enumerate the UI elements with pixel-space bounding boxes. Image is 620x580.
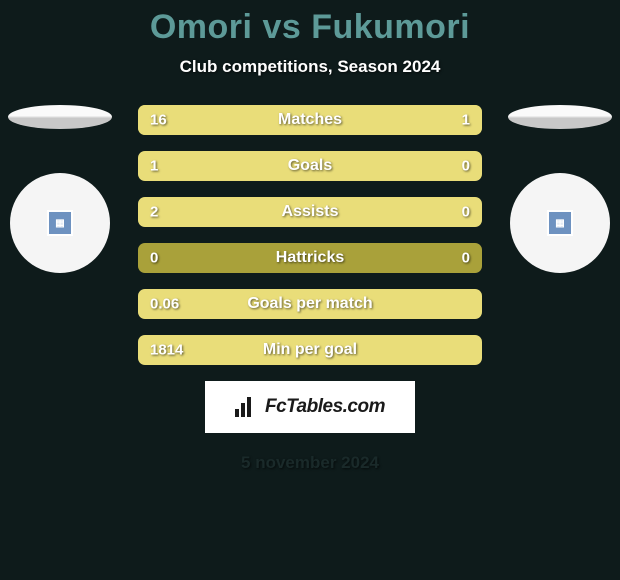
stat-bar-label: Assists — [282, 203, 339, 221]
stat-bar-value-right: 0 — [462, 250, 470, 267]
player-a-side: ▦ — [8, 105, 112, 273]
player-a-ring-icon — [8, 105, 112, 129]
stat-bar-row: Goals 1 0 — [138, 151, 482, 181]
player-a-badge: ▦ — [10, 173, 110, 273]
stat-bar-left-fill — [138, 105, 403, 135]
bars-icon — [235, 397, 259, 417]
title-player-b: Fukumori — [311, 8, 470, 46]
player-b-ring-icon — [508, 105, 612, 129]
stat-bar-row: Assists 2 0 — [138, 197, 482, 227]
content-area: ▦ ▦ Matches 16 1 Goals 1 0 Assists 2 0 Hattricks 0… — [0, 105, 620, 473]
stat-bar-label: Goals per match — [247, 295, 372, 313]
badge-placeholder-icon: ▦ — [547, 210, 573, 236]
stat-bar-value-left: 1 — [150, 158, 158, 175]
badge-placeholder-icon: ▦ — [47, 210, 73, 236]
page-title: Omori vs Fukumori — [0, 8, 620, 47]
logo-box: FcTables.com — [205, 381, 415, 433]
stat-bar-label: Matches — [278, 111, 342, 129]
title-player-a: Omori — [150, 8, 253, 46]
player-b-badge: ▦ — [510, 173, 610, 273]
stat-bar-row: Min per goal 1814 — [138, 335, 482, 365]
subtitle: Club competitions, Season 2024 — [0, 57, 620, 77]
logo-text: FcTables.com — [265, 396, 385, 418]
stat-bar-value-left: 1814 — [150, 342, 183, 359]
player-b-side: ▦ — [508, 105, 612, 273]
stat-bar-label: Min per goal — [263, 341, 357, 359]
stat-bar-value-left: 16 — [150, 112, 167, 129]
title-vs: vs — [262, 8, 301, 46]
stat-bar-row: Matches 16 1 — [138, 105, 482, 135]
stat-bar-value-right: 1 — [462, 112, 470, 129]
stat-bar-row: Goals per match 0.06 — [138, 289, 482, 319]
stat-bar-value-right: 0 — [462, 158, 470, 175]
stat-bar-row: Hattricks 0 0 — [138, 243, 482, 273]
stat-bar-label: Hattricks — [276, 249, 344, 267]
infographic-container: Omori vs Fukumori Club competitions, Sea… — [0, 0, 620, 580]
date-text: 5 november 2024 — [0, 453, 620, 473]
stat-bar-right-fill — [403, 105, 482, 135]
stat-bars: Matches161Goals10Assists20Hattricks00Goa… — [138, 105, 482, 365]
stat-bar-label: Goals — [288, 157, 332, 175]
stat-bar-value-left: 0 — [150, 250, 158, 267]
stat-bar-value-left: 2 — [150, 204, 158, 221]
stat-bar-value-right: 0 — [462, 204, 470, 221]
stat-bar-value-left: 0.06 — [150, 296, 179, 313]
